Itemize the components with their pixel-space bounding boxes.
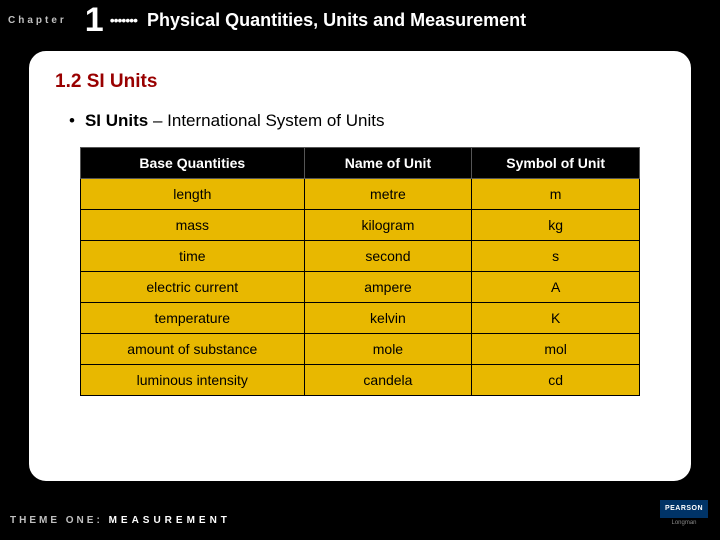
table-cell: kelvin: [304, 303, 472, 334]
table-cell: kg: [472, 210, 640, 241]
table-header-cell: Symbol of Unit: [472, 148, 640, 179]
theme-label: THEME ONE:: [10, 515, 103, 526]
table-row: masskilogramkg: [81, 210, 640, 241]
table-row: electric currentampereA: [81, 272, 640, 303]
table-row: amount of substancemolemol: [81, 334, 640, 365]
table-cell: mass: [81, 210, 305, 241]
bullet-line: • SI Units – International System of Uni…: [69, 111, 665, 131]
chapter-label: Chapter: [8, 15, 67, 26]
logo-sub: Longman: [660, 520, 708, 526]
table-cell: electric current: [81, 272, 305, 303]
table-cell: K: [472, 303, 640, 334]
table-cell: temperature: [81, 303, 305, 334]
table-cell: m: [472, 179, 640, 210]
table-cell: candela: [304, 365, 472, 396]
table-row: timeseconds: [81, 241, 640, 272]
chapter-title: Physical Quantities, Units and Measureme…: [147, 10, 526, 31]
publisher-logo: PEARSON Longman: [660, 500, 708, 530]
table-row: lengthmetrem: [81, 179, 640, 210]
theme-value: MEASUREMENT: [109, 515, 231, 526]
table-cell: mol: [472, 334, 640, 365]
table-cell: s: [472, 241, 640, 272]
table-cell: mole: [304, 334, 472, 365]
content-panel: 1.2 SI Units • SI Units – International …: [26, 48, 694, 484]
bullet-bold: SI Units: [85, 111, 148, 130]
dots-icon: •••••••: [110, 12, 137, 28]
table-header-cell: Base Quantities: [81, 148, 305, 179]
table-cell: ampere: [304, 272, 472, 303]
bullet-icon: •: [69, 111, 75, 131]
table-cell: A: [472, 272, 640, 303]
table-cell: second: [304, 241, 472, 272]
table-row: luminous intensitycandelacd: [81, 365, 640, 396]
table-row: temperaturekelvinK: [81, 303, 640, 334]
table-cell: time: [81, 241, 305, 272]
table-body: lengthmetremmasskilogramkgtimesecondsele…: [81, 179, 640, 396]
table-head: Base QuantitiesName of UnitSymbol of Uni…: [81, 148, 640, 179]
table-cell: kilogram: [304, 210, 472, 241]
table-cell: amount of substance: [81, 334, 305, 365]
bullet-rest: – International System of Units: [148, 111, 384, 130]
table-cell: metre: [304, 179, 472, 210]
slide-header: Chapter 1 ••••••• Physical Quantities, U…: [0, 0, 720, 40]
section-title: 1.2 SI Units: [55, 71, 665, 93]
si-units-table: Base QuantitiesName of UnitSymbol of Uni…: [80, 147, 640, 396]
slide-footer: THEME ONE: MEASUREMENT: [10, 515, 231, 526]
chapter-number: 1: [85, 1, 104, 40]
table-cell: cd: [472, 365, 640, 396]
table-header-cell: Name of Unit: [304, 148, 472, 179]
logo-brand: PEARSON: [660, 500, 708, 518]
table-cell: luminous intensity: [81, 365, 305, 396]
table-cell: length: [81, 179, 305, 210]
bullet-text: SI Units – International System of Units: [85, 111, 385, 131]
